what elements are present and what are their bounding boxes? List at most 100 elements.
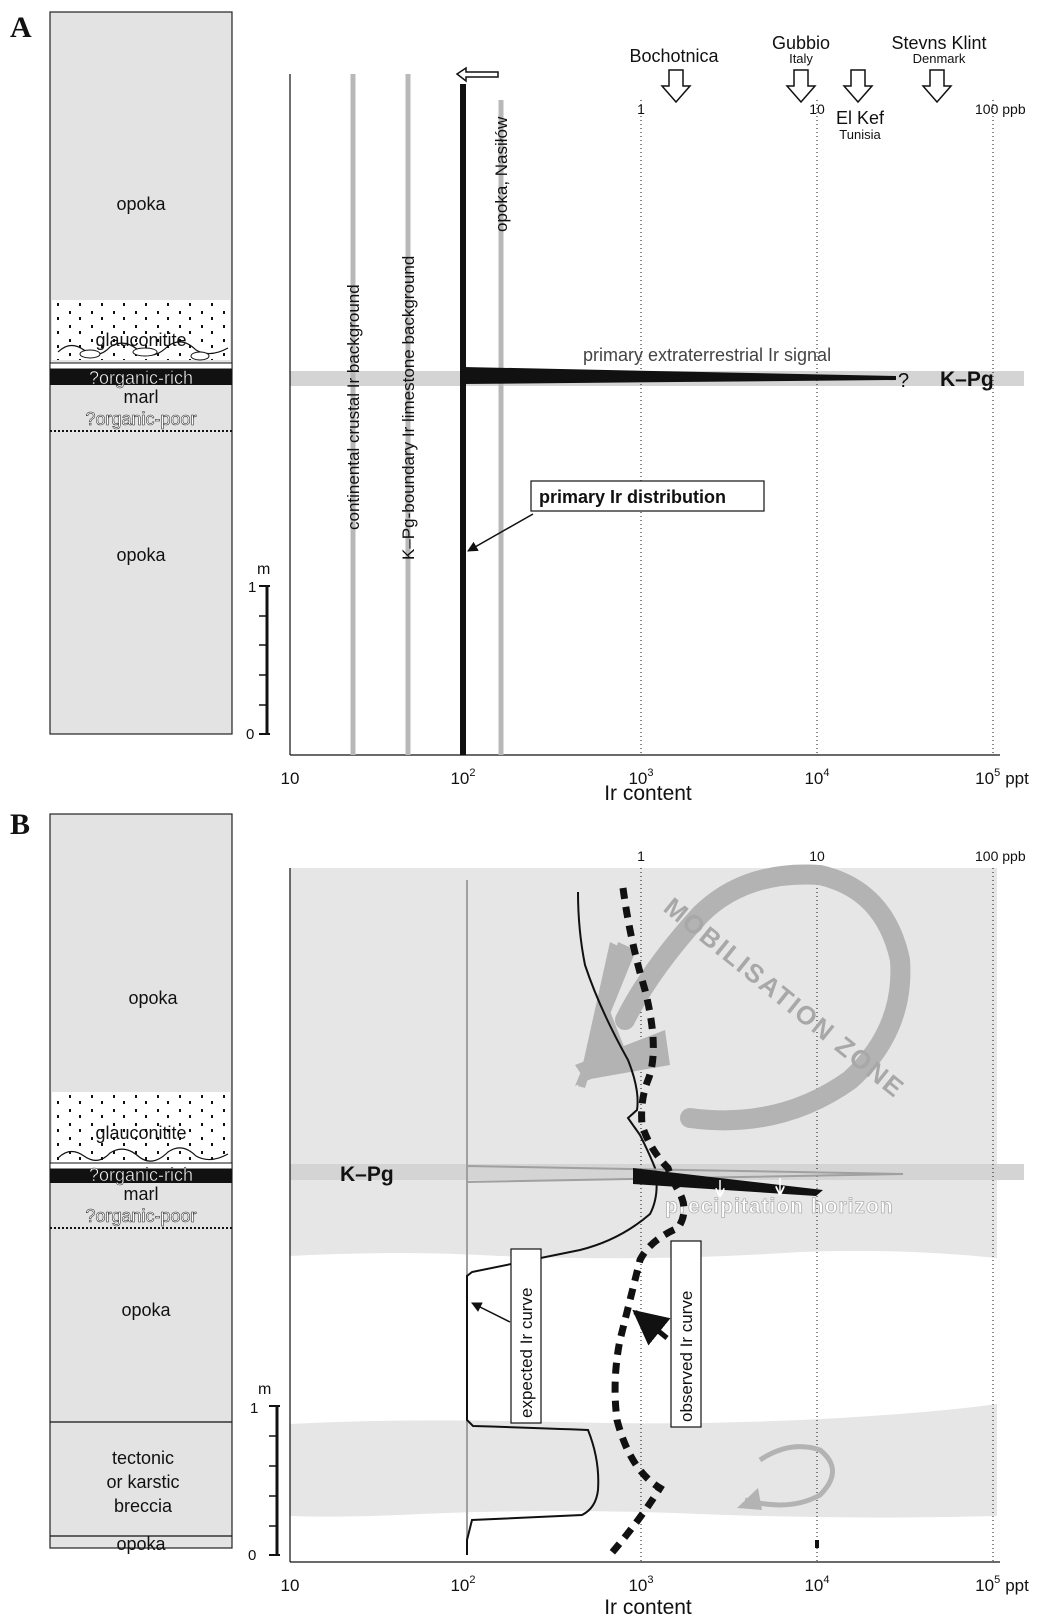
left-arrow-icon [575, 1006, 630, 1086]
site-country: Denmark [913, 51, 966, 66]
expected-curve-pointer [471, 1302, 511, 1323]
mobilisation-zone-lower [290, 1404, 997, 1518]
tick-unit: ppt [1005, 769, 1029, 788]
phosphate-nodule [190, 351, 210, 361]
expected-curve-box [510, 1248, 542, 1424]
tick-base: 10 [628, 769, 647, 788]
down-arrow-icon [660, 69, 692, 104]
observed-curve-pointer [632, 1309, 671, 1346]
phosphate-nodule [132, 347, 158, 357]
lith-organic-rich: ?organic-rich [89, 1165, 193, 1185]
burrow-surface [57, 1147, 229, 1162]
lith-organic-poor: ?organic-poor [85, 1206, 196, 1226]
site-name: El Kef [836, 108, 885, 128]
tick-base: 10 [975, 769, 994, 788]
lith-organic-rich: ?organic-rich [89, 368, 193, 388]
lith-glauconitite: glauconitite [95, 330, 186, 350]
tick-unit: ppt [1005, 1576, 1029, 1595]
site-country: Tunisia [839, 127, 881, 142]
x-tick-1e4: 104 [804, 767, 829, 788]
x-tick-1e3: 103 [628, 767, 653, 788]
lith-opoka-bottom: opoka [116, 1534, 166, 1554]
scale-tick-0: 0 [246, 726, 254, 743]
x-tick-1e3: 103 [628, 1574, 653, 1595]
precipitation-horizon-label: precipitation horizon [665, 1195, 894, 1218]
scale-unit: m [258, 1381, 271, 1398]
expected-curve-label: expected Ir curve [517, 1288, 536, 1418]
ppb-1: 1 [637, 101, 645, 117]
kpg-limestone-background-label: K–Pg-boundary Ir limestone background [399, 256, 418, 560]
curved-arrowhead [737, 1488, 762, 1510]
lith-glauconitite: glauconitite [95, 1123, 186, 1143]
panel-b-letter: B [10, 808, 30, 841]
down-arrow-icon [921, 69, 953, 104]
site-country: Italy [789, 51, 813, 66]
lith-opoka-bottom: opoka [116, 545, 166, 565]
tick-mark [815, 1540, 819, 1548]
lith-opoka-top: opoka [128, 988, 178, 1008]
x-tick-1e5: 105 ppt [975, 1574, 1029, 1595]
observed-ir-curve [607, 887, 688, 1558]
continental-background-label: continental crustal Ir background [344, 284, 363, 530]
opoka-nasilow-label: opoka, Nasiłów [492, 116, 511, 232]
observed-curve-label: observed Ir curve [677, 1291, 696, 1422]
kpg-label: K–Pg [340, 1163, 394, 1186]
glauconitite-layer [52, 1092, 230, 1164]
panel-a-column: opoka glauconitite ?organic-rich marl ?o… [49, 11, 233, 735]
site-name: Bochotnica [629, 46, 719, 66]
site-el-kef: El Kef Tunisia [836, 69, 885, 142]
x-tick-1e2: 102 [450, 1574, 475, 1595]
tick-exp: 4 [823, 1574, 829, 1586]
left-arrow-icon [455, 66, 499, 83]
signal-label: primary extraterrestrial Ir signal [583, 345, 831, 365]
lith-opoka-top: opoka [116, 194, 166, 214]
ppb-100: 100 ppb [975, 848, 1026, 864]
primary-ir-pointer [467, 513, 534, 552]
tick-base: 10 [450, 1576, 469, 1595]
panel-a-scale-bar: m 1 0 [246, 561, 270, 743]
question-mark: ? [898, 370, 909, 392]
x-tick-1e4: 104 [804, 1574, 829, 1595]
tick-exp: 4 [823, 767, 829, 779]
tick-exp: 2 [469, 767, 475, 779]
lith-marl: marl [124, 1184, 159, 1204]
site-name: Gubbio [772, 33, 830, 53]
x-tick-labels-a: 10 102 103 104 105 ppt Ir content [281, 767, 1030, 805]
organic-rich-layer [50, 1169, 232, 1183]
x-tick-labels-b: 10 102 103 104 105 ppt Ir content [281, 1574, 1030, 1619]
primary-ir-spike [463, 367, 896, 384]
x-tick-1e2: 102 [450, 767, 475, 788]
x-tick-10: 10 [281, 769, 300, 788]
tick-base: 10 [628, 1576, 647, 1595]
scale-tick-0: 0 [248, 1547, 256, 1564]
panel-a: A opoka glauconitite ?organic-rich marl … [10, 11, 1029, 805]
tick-exp: 5 [994, 767, 1000, 779]
tick-base: 10 [804, 1576, 823, 1595]
x-tick-1e5: 105 ppt [975, 767, 1029, 788]
lith-marl: marl [124, 387, 159, 407]
observed-curve-box [670, 1240, 702, 1428]
tick-exp: 5 [994, 1574, 1000, 1586]
expected-ir-curve [466, 891, 658, 1555]
site-bochotnica: Bochotnica [629, 46, 720, 104]
tick-base: 10 [804, 769, 823, 788]
scale-unit: m [257, 561, 270, 578]
ppb-1: 1 [637, 848, 645, 864]
panel-a-letter: A [10, 11, 32, 44]
kpg-label: K–Pg [940, 368, 994, 391]
panel-b: B opoka glauconitite ?organic-rich marl … [10, 808, 1029, 1619]
site-gubbio: Gubbio Italy [772, 33, 830, 104]
mobilisation-loop [615, 864, 911, 1131]
lith-opoka-mid: opoka [121, 1300, 171, 1320]
down-arrow-icon [785, 69, 817, 104]
curved-arrow-icon [744, 1444, 835, 1508]
phosphate-nodule [79, 349, 101, 359]
lith-breccia-2: or karstic [106, 1472, 179, 1492]
scale-tick-1: 1 [250, 1400, 258, 1417]
tick-exp: 2 [469, 1574, 475, 1586]
x-tick-10: 10 [281, 1576, 300, 1595]
site-stevns-klint: Stevns Klint Denmark [891, 33, 987, 104]
panel-b-scale-bar: m 1 0 [248, 1381, 280, 1564]
organic-rich-layer [50, 369, 232, 385]
